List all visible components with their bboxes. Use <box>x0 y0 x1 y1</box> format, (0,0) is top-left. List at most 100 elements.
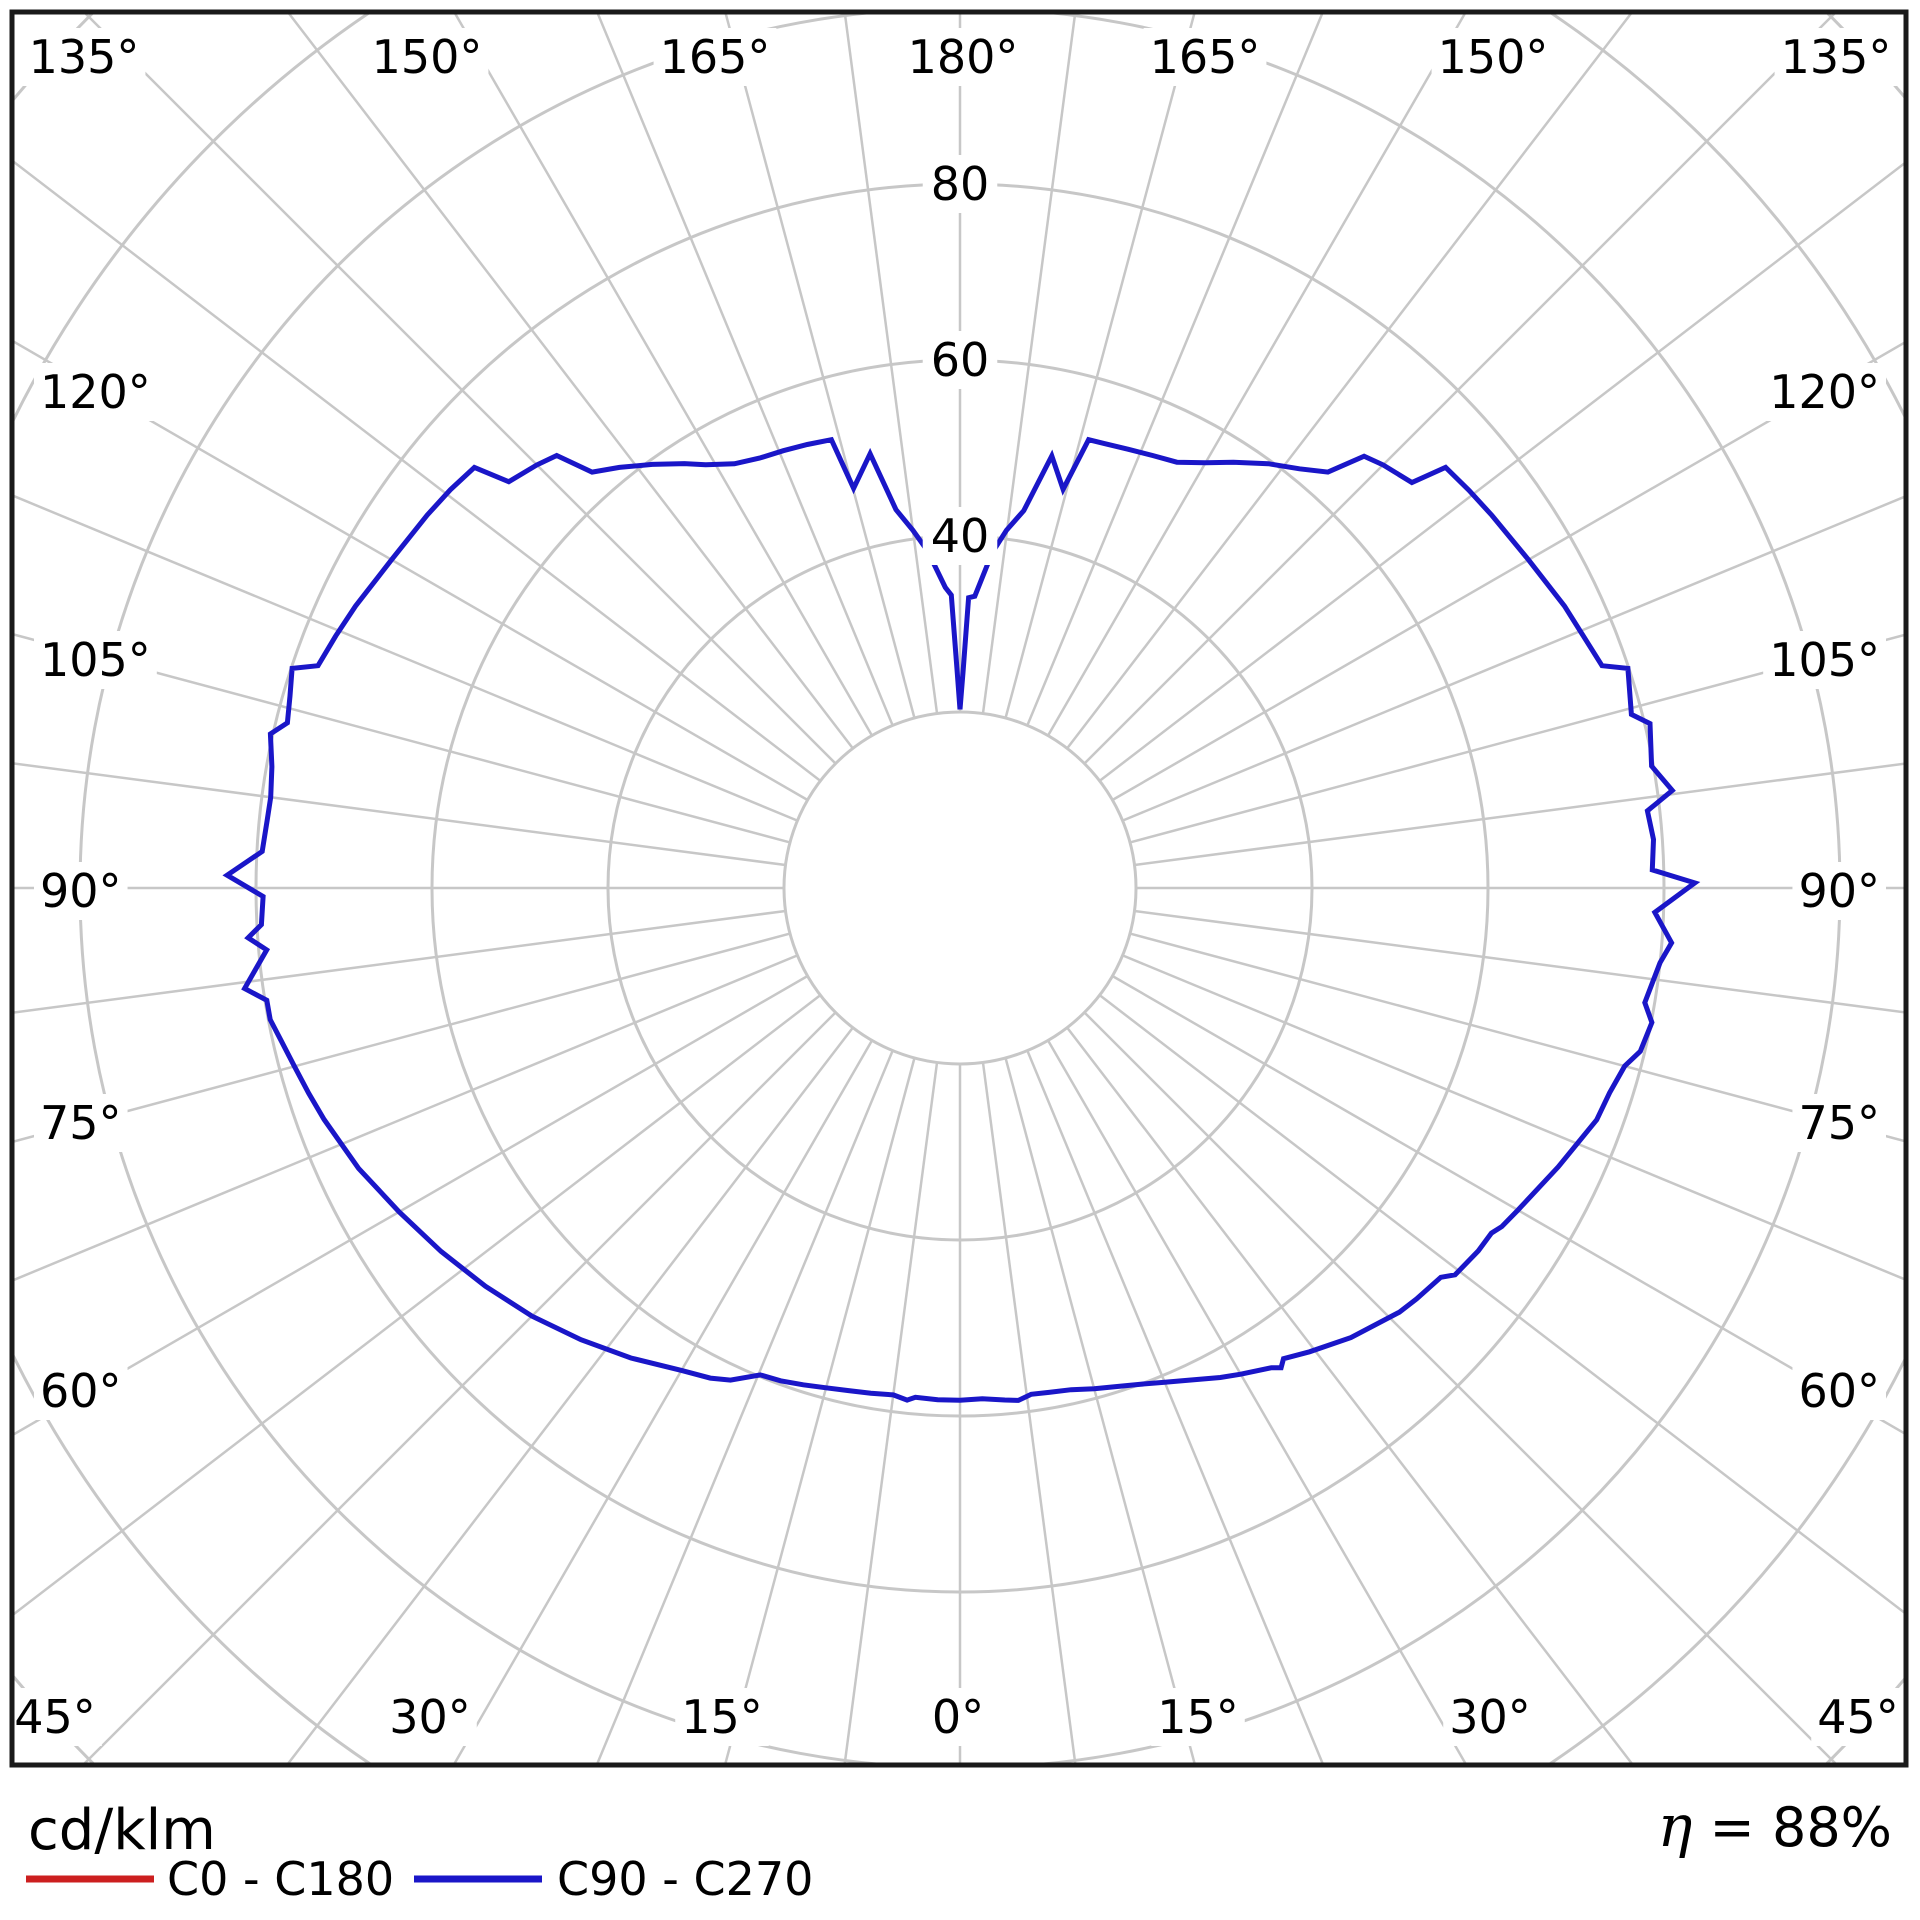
angle-label-top-6: 135° <box>1781 30 1892 84</box>
angle-label-right-4: 60° <box>1798 1364 1880 1418</box>
angle-label-top-4: 165° <box>1150 30 1261 84</box>
angle-label-right-2: 90° <box>1798 864 1880 918</box>
eta-symbol: η <box>1658 1792 1693 1860</box>
grid-spoke <box>981 14 1077 714</box>
angle-label-bottom-0-bg <box>8 1688 102 1746</box>
radial-tick-bg-60 <box>922 331 998 389</box>
angle-label-left-0: 120° <box>40 365 151 419</box>
angle-label-right-2-bg <box>1792 862 1886 920</box>
angle-label-left-3: 75° <box>40 1096 122 1150</box>
angle-label-top-2: 165° <box>660 30 771 84</box>
grid-spoke <box>14 909 786 1014</box>
radial-axis-labels: 40 60 80 <box>931 157 990 563</box>
angle-label-bottom-2-bg <box>675 1688 769 1746</box>
grid-spoke <box>453 1039 874 1763</box>
grid-spoke <box>724 14 916 719</box>
grid-spoke <box>1026 1050 1324 1763</box>
grid-spoke <box>981 1062 1077 1763</box>
grid-spoke <box>14 932 791 1143</box>
angle-label-bottom-0: 45° <box>14 1690 96 1744</box>
grid-spoke <box>14 633 791 844</box>
grid-spoke <box>1122 495 1904 822</box>
grid-spoke <box>1134 909 1904 1014</box>
radial-tick-bg-40 <box>922 507 998 565</box>
grid-spoke <box>14 494 798 822</box>
angle-label-bottom-5: 30° <box>1449 1690 1531 1744</box>
angle-label-top-3: 180° <box>908 30 1019 84</box>
angle-label-bottom-3: 0° <box>932 1690 984 1744</box>
legend-label-1: C90 - C270 <box>557 1852 813 1906</box>
grid-spoke <box>83 1011 837 1763</box>
grid-spoke <box>596 1050 894 1763</box>
grid-spoke <box>453 14 874 737</box>
angle-label-right-1-bg <box>1763 631 1886 689</box>
grid-spoke <box>1046 14 1467 737</box>
grid-spoke <box>14 160 822 782</box>
angle-label-top-0-bg <box>22 28 146 86</box>
angle-label-right-0: 120° <box>1769 365 1880 419</box>
grid-spoke <box>14 974 809 1436</box>
angle-label-bottom-2: 15° <box>681 1690 763 1744</box>
angle-label-bottom-4: 15° <box>1157 1690 1239 1744</box>
grid-spoke <box>1004 14 1196 719</box>
eta-value: = 88% <box>1692 1796 1892 1859</box>
angle-label-bottom-1: 30° <box>389 1690 471 1744</box>
angle-label-bottom-5-bg <box>1443 1688 1537 1746</box>
axis-label-backgrounds <box>8 28 1905 1746</box>
angle-label-left-2-bg <box>34 862 128 920</box>
c90-c270-curve <box>222 436 1701 1403</box>
grid-spoke <box>1122 954 1904 1281</box>
angle-label-bottom-6-bg <box>1811 1688 1905 1746</box>
efficiency-label: η = 88% <box>1658 1792 1892 1860</box>
grid-spoke <box>1129 633 1904 844</box>
angle-label-left-2: 90° <box>40 864 122 918</box>
grid-spoke <box>1026 14 1324 726</box>
angle-label-left-4-bg <box>34 1362 128 1420</box>
grid-spoke <box>596 14 894 726</box>
grid-spoke <box>1129 932 1904 1143</box>
angle-label-right-3-bg <box>1792 1094 1886 1152</box>
grid-spoke <box>14 340 809 802</box>
angle-label-right-3: 75° <box>1798 1096 1880 1150</box>
angle-label-top-1: 150° <box>372 30 483 84</box>
units-label: cd/klm <box>28 1798 216 1863</box>
angle-label-bottom-3-bg <box>925 1688 991 1746</box>
grid-spoke <box>1098 162 1904 782</box>
plot-border <box>9 9 1909 1768</box>
legend-label-0: C0 - C180 <box>167 1852 394 1906</box>
grid-spoke <box>14 954 798 1282</box>
angle-label-right-0-bg <box>1763 363 1886 421</box>
angle-label-top-1-bg <box>365 28 489 86</box>
angle-label-right-1: 105° <box>1769 633 1880 687</box>
grid-spoke <box>287 14 854 750</box>
grid-spoke <box>1083 14 1836 765</box>
angle-label-left-0-bg <box>34 363 157 421</box>
angle-label-left-1-bg <box>34 631 157 689</box>
radial-tick-label-60: 60 <box>931 333 990 387</box>
angle-label-bottom-1-bg <box>383 1688 477 1746</box>
grid-spoke <box>14 762 786 867</box>
intensity-curves <box>222 436 1701 1403</box>
angle-label-left-3-bg <box>34 1094 128 1152</box>
grid-spoke <box>287 1026 854 1763</box>
grid-spoke <box>843 1062 939 1763</box>
grid-spoke <box>1134 762 1904 867</box>
radial-tick-bg-80 <box>922 155 998 213</box>
angle-label-left-4: 60° <box>40 1364 122 1418</box>
legend: C0 - C180 C90 - C270 <box>26 1852 813 1906</box>
angle-label-top-2-bg <box>653 28 777 86</box>
grid-spoke <box>84 14 837 765</box>
angle-axis-labels: 135° 150° 165° 180° 165° 150° 135° 45° 30° 15° 0° 1… <box>14 30 1899 1744</box>
grid-spoke <box>1004 1057 1196 1763</box>
angle-label-top-3-bg <box>901 28 1025 86</box>
grid-spoke <box>1066 1026 1633 1763</box>
grid-spoke <box>843 14 939 714</box>
grid-spoke <box>14 994 822 1616</box>
angle-label-left-1: 105° <box>40 633 151 687</box>
grid-spoke <box>724 1057 916 1763</box>
angle-label-top-4-bg <box>1143 28 1267 86</box>
angle-label-bottom-6: 45° <box>1817 1690 1899 1744</box>
grid-spoke <box>1046 1039 1467 1763</box>
